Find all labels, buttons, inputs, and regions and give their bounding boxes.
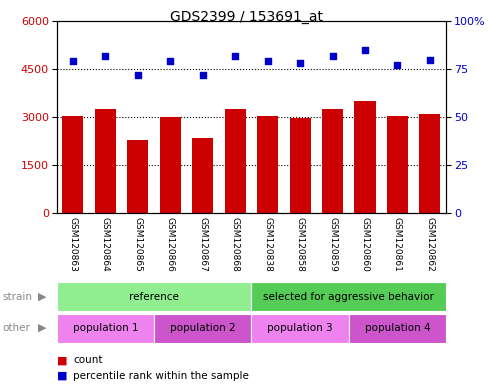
Text: GSM120862: GSM120862 <box>425 217 434 272</box>
Bar <box>154 314 251 343</box>
Point <box>361 47 369 53</box>
Text: reference: reference <box>129 291 179 302</box>
Text: population 1: population 1 <box>72 323 138 333</box>
Point <box>69 58 77 65</box>
Bar <box>192 138 213 213</box>
Text: ▶: ▶ <box>37 323 46 333</box>
Bar <box>57 314 154 343</box>
Text: other: other <box>2 323 31 333</box>
Bar <box>57 282 251 311</box>
Text: population 2: population 2 <box>170 323 236 333</box>
Text: population 3: population 3 <box>267 323 333 333</box>
Point <box>296 60 304 66</box>
Bar <box>257 116 278 213</box>
Text: GSM120865: GSM120865 <box>133 217 142 272</box>
Point <box>134 72 142 78</box>
Text: GSM120860: GSM120860 <box>360 217 370 272</box>
Bar <box>387 116 408 213</box>
Text: GSM120867: GSM120867 <box>198 217 207 272</box>
Text: strain: strain <box>2 291 33 302</box>
Text: GSM120859: GSM120859 <box>328 217 337 272</box>
Point <box>393 62 401 68</box>
Point <box>426 56 434 63</box>
Text: GSM120868: GSM120868 <box>231 217 240 272</box>
Text: GSM120858: GSM120858 <box>296 217 305 272</box>
Bar <box>349 314 446 343</box>
Bar <box>160 117 181 213</box>
Bar <box>95 109 116 213</box>
Bar <box>354 101 376 213</box>
Text: ▶: ▶ <box>37 291 46 302</box>
Point <box>329 53 337 59</box>
Bar <box>251 314 349 343</box>
Text: ■: ■ <box>57 371 67 381</box>
Point <box>264 58 272 65</box>
Bar <box>225 109 246 213</box>
Text: GSM120864: GSM120864 <box>101 217 110 272</box>
Text: percentile rank within the sample: percentile rank within the sample <box>73 371 249 381</box>
Text: ■: ■ <box>57 355 67 365</box>
Text: GSM120838: GSM120838 <box>263 217 272 272</box>
Text: selected for aggressive behavior: selected for aggressive behavior <box>263 291 434 302</box>
Bar <box>251 282 446 311</box>
Text: GSM120861: GSM120861 <box>393 217 402 272</box>
Bar <box>289 118 311 213</box>
Bar <box>420 114 440 213</box>
Bar <box>322 109 343 213</box>
Point <box>102 53 109 59</box>
Point <box>199 72 207 78</box>
Bar <box>63 116 83 213</box>
Bar <box>127 139 148 213</box>
Text: count: count <box>73 355 103 365</box>
Point <box>231 53 239 59</box>
Text: population 4: population 4 <box>365 323 430 333</box>
Text: GSM120863: GSM120863 <box>69 217 77 272</box>
Point <box>166 58 174 65</box>
Text: GDS2399 / 153691_at: GDS2399 / 153691_at <box>170 10 323 23</box>
Text: GSM120866: GSM120866 <box>166 217 175 272</box>
